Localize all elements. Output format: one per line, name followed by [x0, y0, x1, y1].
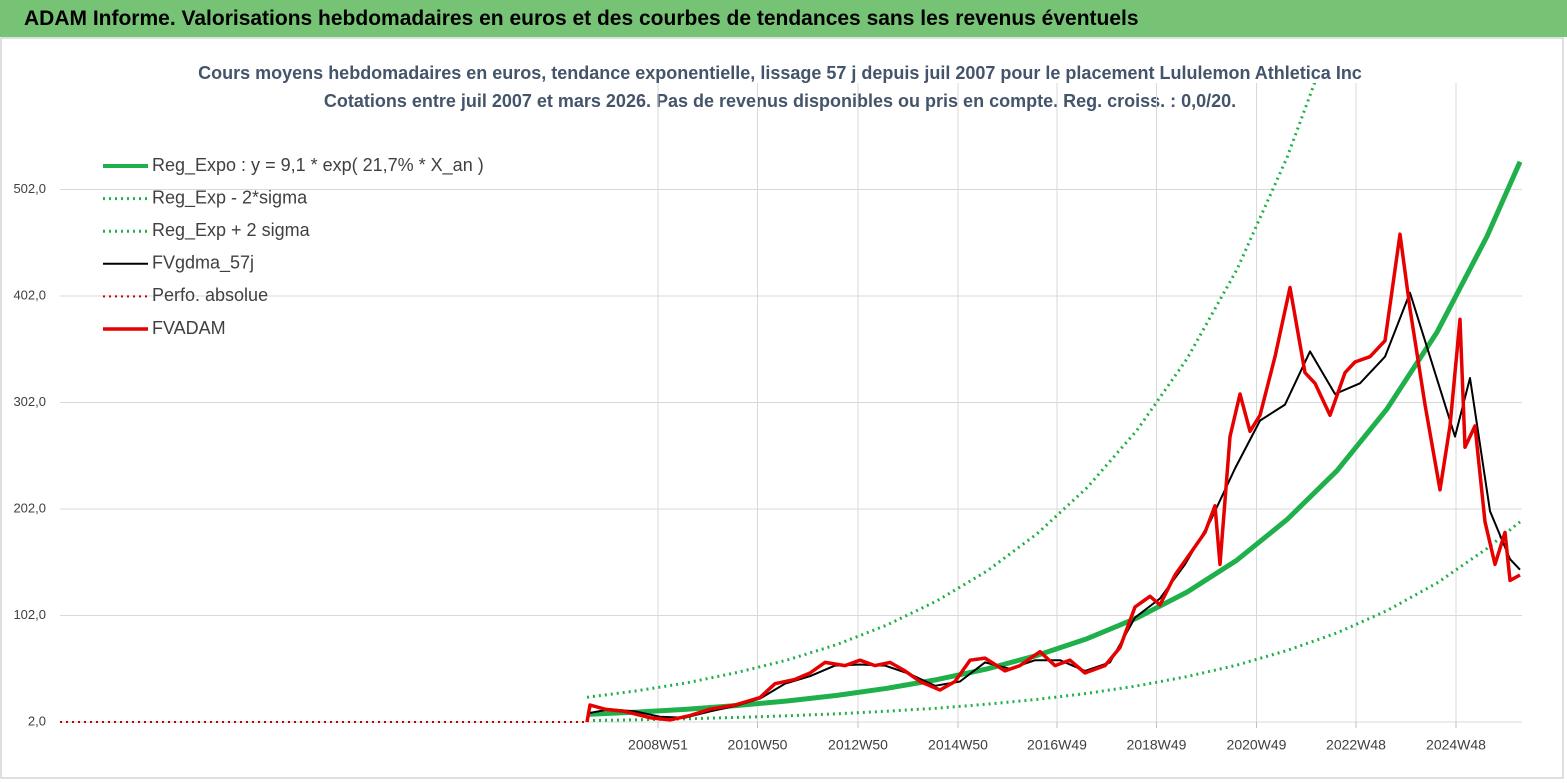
legend-label: Reg_Expo : y = 9,1 * exp( 21,7% * X_an )	[152, 155, 484, 176]
series-line	[586, 520, 1521, 723]
legend-label: Reg_Exp - 2*sigma	[152, 187, 308, 208]
y-tick-label: 502,0	[13, 181, 46, 196]
series-line	[586, 291, 1521, 719]
series-line	[586, 160, 1522, 717]
series-line	[585, 232, 1521, 723]
series-line	[586, 83, 1317, 699]
x-tick-label: 2012W50	[828, 737, 888, 753]
y-tick-label: 202,0	[13, 500, 46, 515]
grid: 2,0 102,0 202,0 302,0 402,0 502,0 2008W51 2010W…	[13, 83, 1522, 753]
y-tick-label: 2,0	[28, 713, 46, 728]
y-tick-label: 402,0	[13, 287, 46, 302]
y-tick-label: 102,0	[13, 607, 46, 622]
legend-label: Perfo. absolue	[152, 285, 268, 305]
legend-label: FVgdma_57j	[152, 253, 254, 274]
chart-frame	[0, 37, 1564, 779]
x-tick-label: 2024W48	[1426, 737, 1486, 753]
x-tick-label: 2022W48	[1326, 737, 1386, 753]
x-tick-label: 2010W50	[728, 737, 788, 753]
legend: Reg_Expo : y = 9,1 * exp( 21,7% * X_an )…	[103, 155, 484, 338]
x-tick-label: 2014W50	[928, 737, 988, 753]
header-title: ADAM Informe. Valorisations hebdomadaire…	[0, 0, 1567, 37]
x-tick-label: 2018W49	[1127, 737, 1187, 753]
plot	[60, 83, 1522, 723]
legend-label: Reg_Exp + 2 sigma	[152, 220, 311, 241]
x-tick-label: 2020W49	[1227, 737, 1287, 753]
chart-subtitle: Cotations entre juil 2007 et mars 2026. …	[324, 91, 1236, 111]
legend-label: FVADAM	[152, 318, 226, 338]
chart-title: Cours moyens hebdomadaires en euros, ten…	[198, 63, 1362, 83]
x-tick-label: 2008W51	[628, 737, 688, 753]
y-tick-label: 302,0	[13, 394, 46, 409]
x-tick-label: 2016W49	[1027, 737, 1087, 753]
